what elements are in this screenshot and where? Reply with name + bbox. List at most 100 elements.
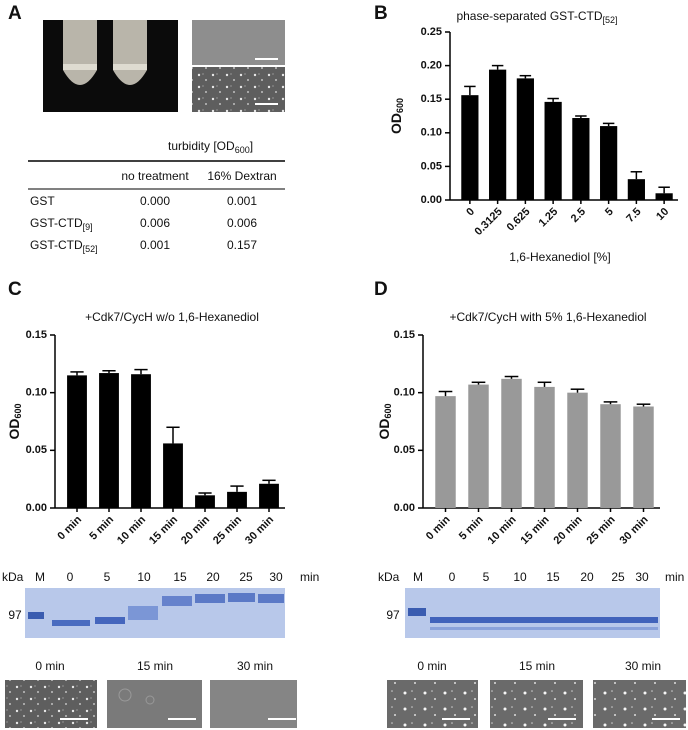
lane-label: 30 — [269, 570, 283, 584]
bar — [131, 374, 151, 508]
lane-label: 15 — [173, 570, 187, 584]
row-label-sub: [9] — [83, 222, 93, 232]
lane-label: 10 — [513, 570, 527, 584]
row-label: GST — [30, 194, 55, 208]
gel-labels: kDa M 0 5 10 15 20 25 30 min 97 kDa M 0 5 10 15 20 25 30 min… — [2, 570, 684, 673]
row-label-sub: [52] — [83, 244, 98, 254]
lane-label: 5 — [483, 570, 490, 584]
lane-label: 30 — [635, 570, 649, 584]
lane-label: 10 — [137, 570, 151, 584]
y-tick-label: 0.05 — [26, 444, 47, 456]
error-bar — [471, 381, 486, 385]
y-tick-label: 0.25 — [421, 26, 442, 38]
row-label: GST-CTD[9] — [30, 216, 93, 232]
gel-image — [405, 588, 660, 638]
lane-label: 0 — [67, 570, 74, 584]
bar — [633, 406, 654, 508]
bar — [567, 392, 588, 508]
lane-label: 20 — [580, 570, 594, 584]
bar — [572, 118, 590, 200]
x-tick-label: 0 min — [55, 513, 84, 542]
gel-marker: M — [35, 570, 45, 584]
bar — [516, 78, 534, 200]
x-tick-label: 5 min — [457, 513, 486, 542]
bar-chart: +Cdk7/CycH w/o 1,6-Hexanediol OD600 0.00 0.… — [6, 310, 285, 547]
gel-marker: M — [413, 570, 423, 584]
error-bar — [166, 426, 180, 444]
column-header: no treatment — [121, 169, 189, 183]
y-tick-label: 0.15 — [421, 93, 442, 105]
error-bar — [198, 492, 212, 496]
x-tick-label: 5 — [603, 206, 616, 219]
x-tick-label: 30 min — [243, 514, 276, 547]
error-bar — [464, 85, 476, 96]
y-tick-label: 0.05 — [421, 160, 442, 172]
error-bar — [70, 371, 84, 376]
bar — [501, 378, 522, 508]
x-tick-label: 2.5 — [569, 206, 588, 225]
y-axis-label: OD600 — [6, 403, 24, 439]
lane-label: 25 — [239, 570, 253, 584]
bar — [227, 491, 247, 508]
chart-title-sub: [52] — [603, 15, 618, 25]
gel-unit: kDa — [2, 570, 24, 584]
y-axis-label-sub: 600 — [383, 403, 393, 418]
error-bar — [547, 97, 559, 102]
bar — [435, 396, 456, 508]
lane-unit: min — [665, 570, 684, 584]
row-label-main: GST — [30, 194, 55, 208]
x-tick-label: 0 min — [424, 513, 453, 542]
x-tick-label: 0.3125 — [473, 206, 505, 238]
size-label: 97 — [8, 608, 22, 622]
y-tick-label: 0.20 — [421, 60, 442, 72]
y-tick-label: 0.15 — [394, 329, 415, 341]
x-tick-label: 0 — [464, 206, 477, 219]
panel-letter: C — [8, 279, 22, 300]
y-axis-label-main: OD — [376, 419, 392, 440]
x-tick-label: 25 min — [585, 514, 618, 547]
x-tick-label: 20 min — [552, 514, 585, 547]
y-axis-label: OD600 — [388, 98, 406, 134]
y-tick-label: 0.10 — [26, 387, 47, 399]
y-tick-label: 0.00 — [394, 502, 415, 514]
y-tick-label: 0.00 — [421, 194, 442, 206]
error-bar — [438, 390, 453, 397]
gel-unit: kDa — [378, 570, 400, 584]
bar — [259, 483, 279, 508]
y-tick-label: 0.05 — [394, 444, 415, 456]
x-axis-label: 1,6-Hexanediol [%] — [509, 250, 610, 264]
error-bar — [570, 388, 585, 393]
table-cell: 0.000 — [140, 194, 170, 208]
row-label-main: GST-CTD — [30, 216, 83, 230]
micrograph-label: 30 min — [237, 659, 273, 673]
error-bar — [537, 381, 552, 387]
chart-title: phase-separated GST-CTD[52] — [456, 9, 617, 25]
micrograph — [192, 20, 285, 112]
lane-label: 20 — [206, 570, 220, 584]
bar — [195, 495, 215, 508]
table-body: GST 0.000 0.001 GST-CTD[9] 0.006 0.006 GST-CTD… — [30, 194, 257, 254]
table-cell: 0.001 — [140, 238, 170, 252]
bar — [468, 384, 489, 508]
y-tick-label: 0.10 — [421, 127, 442, 139]
y-tick-label: 0.00 — [26, 502, 47, 514]
lane-unit: min — [300, 570, 319, 584]
y-axis-label-sub: 600 — [13, 403, 23, 418]
x-tick-label: 1.25 — [537, 206, 561, 230]
lane-label: 25 — [611, 570, 625, 584]
x-tick-label: 7.5 — [624, 206, 643, 225]
y-tick-label: 0.10 — [394, 387, 415, 399]
x-tick-label: 20 min — [179, 514, 212, 547]
bar — [67, 375, 87, 508]
x-tick-label: 15 min — [519, 514, 552, 547]
error-bar — [504, 375, 519, 379]
table-header: turbidity [OD600] — [168, 139, 253, 155]
row-label: GST-CTD[52] — [30, 238, 98, 254]
charts: phase-separated GST-CTD[52]OD6001,6-Hexa… — [6, 9, 678, 547]
lane-label: 15 — [546, 570, 560, 584]
x-tick-label: 10 min — [486, 514, 519, 547]
table-cell: 0.157 — [227, 238, 257, 252]
y-axis-label: OD600 — [376, 403, 394, 439]
micrograph-label: 0 min — [417, 659, 446, 673]
